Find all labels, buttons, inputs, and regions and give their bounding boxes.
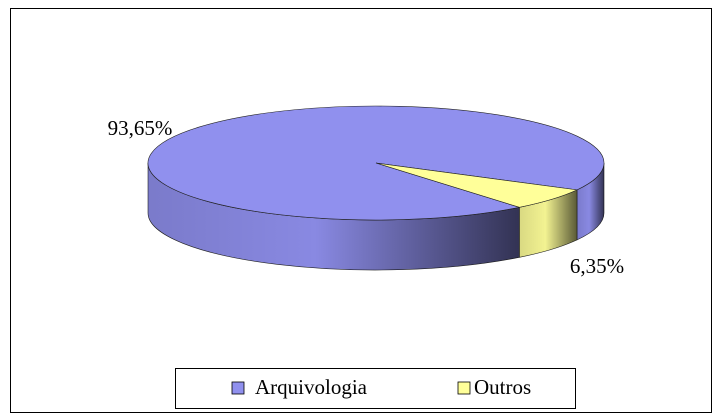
- data-label: 6,35%: [570, 254, 624, 278]
- legend-swatch: [231, 381, 245, 395]
- slice-side-shade: [148, 163, 520, 271]
- slice-side-shade: [519, 189, 578, 258]
- slice-side-shade: [577, 163, 604, 240]
- legend-label: Outros: [474, 375, 531, 399]
- data-label: 93,65%: [108, 116, 173, 140]
- legend-swatch: [457, 381, 471, 395]
- pie: [147, 105, 605, 271]
- legend-label: Arquivologia: [255, 375, 368, 399]
- slice: [375, 162, 579, 208]
